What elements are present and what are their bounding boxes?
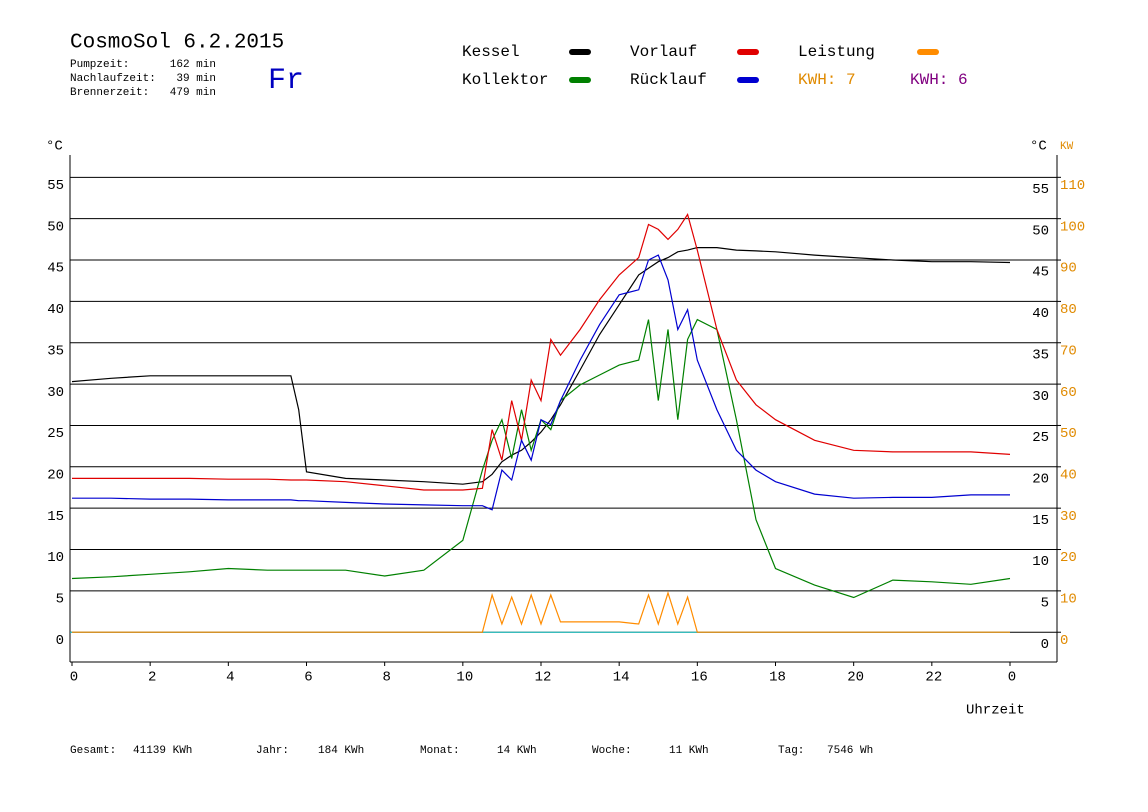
y2-tick-label: 30 [1060,509,1077,525]
y-tick-label: 10 [47,550,64,566]
kwh-label: KWH: 7 [798,71,856,89]
y-tick-label-right: 40 [1032,306,1049,322]
y2-unit: KW [1060,141,1074,153]
footer-label: Monat: [420,745,460,757]
footer-value: 7546 Wh [827,745,873,757]
y-tick-label: 5 [56,592,64,608]
stat-value: 162 min [170,59,216,71]
stat-label: Pumpzeit: [70,59,129,71]
stat-value: 479 min [170,87,216,99]
y2-tick-label: 70 [1060,343,1077,359]
y-unit: °C [46,139,63,155]
y2-tick-label: 40 [1060,468,1077,484]
y-tick-label-right: 45 [1032,265,1049,281]
y-tick-label-right: 30 [1032,389,1049,405]
y-tick-label: 35 [47,343,64,359]
footer-label: Jahr: [256,745,289,757]
stat-value: 39 min [176,73,216,85]
y2-tick-label: 10 [1060,592,1077,608]
y2-tick-label: 100 [1060,219,1085,235]
x-tick-label: 0 [70,670,78,686]
y-tick-label-right: 10 [1032,554,1049,570]
series-line [71,318,1011,599]
y-tick-label: 55 [47,178,64,194]
x-tick-label: 0 [1008,670,1016,686]
y-tick-label-right: 35 [1032,347,1049,363]
x-tick-label: 16 [691,670,708,686]
legend-label: Leistung [798,43,875,61]
footer-value: 14 KWh [497,745,537,757]
y2-tick-label: 80 [1060,302,1077,318]
x-label: Uhrzeit [966,703,1025,719]
footer-value: 11 KWh [669,745,709,757]
y-tick-label: 45 [47,261,64,277]
y-tick-label-right: 50 [1032,223,1049,239]
y2-tick-label: 110 [1060,178,1085,194]
y2-tick-label: 60 [1060,385,1077,401]
kwh-label: KWH: 6 [910,71,968,89]
x-tick-label: 22 [925,670,942,686]
y-tick-label-right: 15 [1032,513,1049,529]
y-tick-label-right: 5 [1041,596,1049,612]
stat-label: Nachlaufzeit: [70,73,156,85]
footer-value: 184 KWh [318,745,364,757]
y2-tick-label: 20 [1060,550,1077,566]
y-tick-label: 30 [47,385,64,401]
y-tick-label: 0 [56,633,64,649]
x-tick-label: 20 [847,670,864,686]
y-tick-label: 15 [47,509,64,525]
x-tick-label: 12 [535,670,552,686]
day: Fr [268,64,304,98]
legend-label: Vorlauf [630,43,697,61]
legend-label: Rücklauf [630,71,707,89]
series-line [72,254,1010,511]
footer-label: Gesamt: [70,745,116,757]
x-tick-label: 18 [769,670,786,686]
x-tick-label: 4 [226,670,234,686]
series-line [72,213,1011,491]
y2-unit-left: °C [1030,139,1047,155]
footer-label: Tag: [778,745,804,757]
legend-label: Kollektor [462,71,548,89]
footer-value: 41139 KWh [133,745,192,757]
y-tick-label-right: 0 [1041,637,1049,653]
title: CosmoSol 6.2.2015 [70,32,284,55]
y-tick-label: 25 [47,426,64,442]
series-line [72,590,1010,633]
y-tick-label-right: 25 [1032,430,1049,446]
y-tick-label: 50 [47,219,64,235]
x-tick-label: 14 [613,670,630,686]
legend-label: Kessel [462,43,520,61]
x-tick-label: 10 [456,670,473,686]
stat-label: Brennerzeit: [70,87,149,99]
y2-tick-label: 50 [1060,426,1077,442]
y2-tick-label: 0 [1060,633,1068,649]
series-line [71,247,1011,485]
y-tick-label-right: 20 [1032,472,1049,488]
footer-label: Woche: [592,745,632,757]
y-tick-label: 20 [47,468,64,484]
y-tick-label-right: 55 [1032,182,1049,198]
x-tick-label: 2 [148,670,156,686]
x-tick-label: 6 [304,670,312,686]
x-tick-label: 8 [382,670,390,686]
y2-tick-label: 90 [1060,261,1077,277]
y-tick-label: 40 [47,302,64,318]
